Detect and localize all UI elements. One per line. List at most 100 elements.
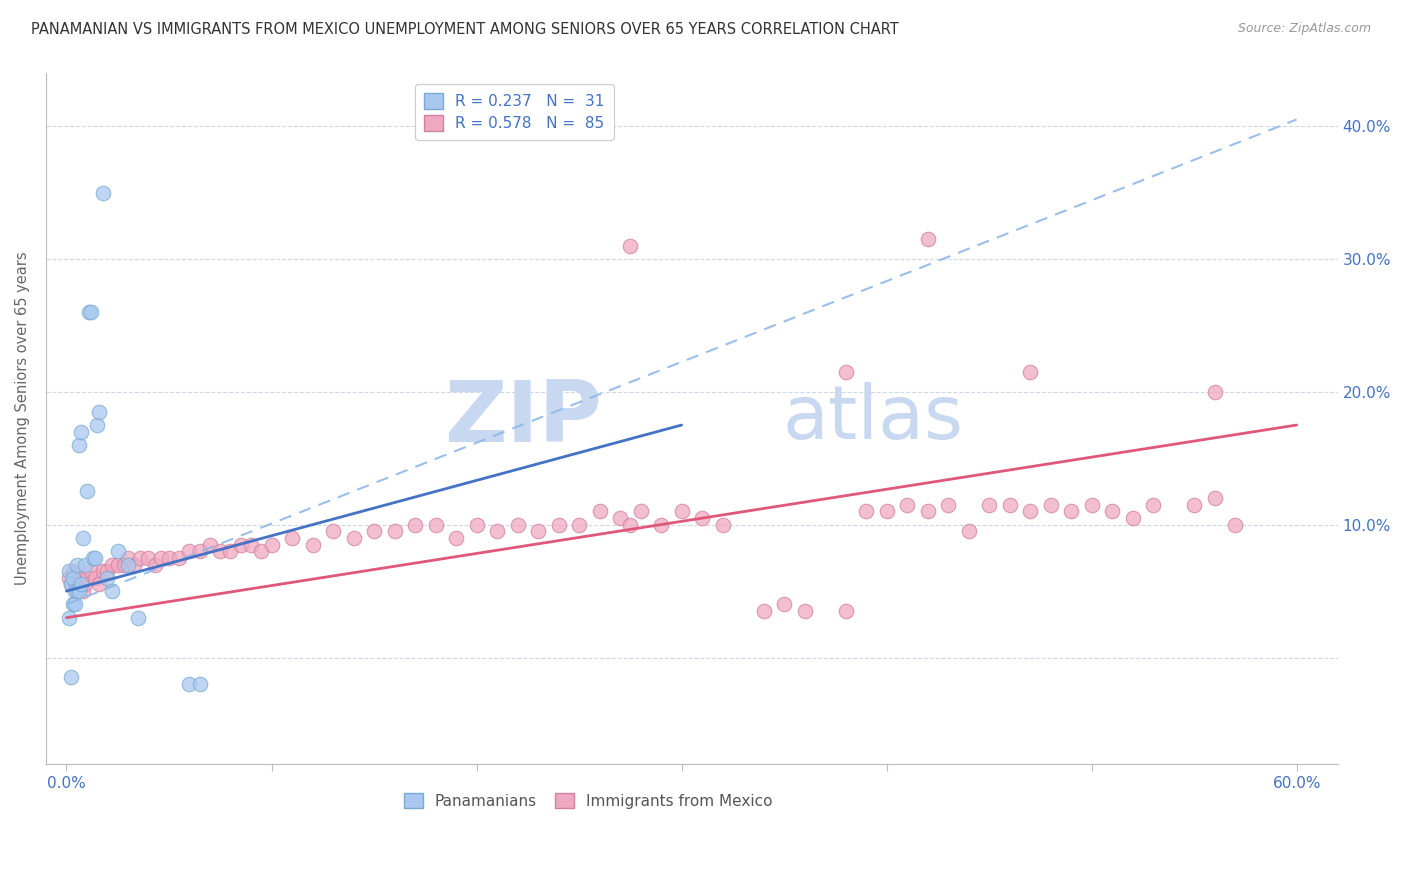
Point [179, 677, 201, 691]
Point [179, 544, 201, 558]
Point [619, 517, 641, 532]
Point [671, 504, 693, 518]
Point [998, 498, 1021, 512]
Point [1182, 498, 1205, 512]
Point [936, 498, 959, 512]
Point [834, 365, 856, 379]
Point [773, 598, 796, 612]
Point [363, 524, 385, 539]
Y-axis label: Unemployment Among Seniors over 65 years: Unemployment Among Seniors over 65 years [15, 252, 30, 585]
Point [301, 538, 323, 552]
Point [157, 550, 180, 565]
Point [1101, 504, 1123, 518]
Text: Source: ZipAtlas.com: Source: ZipAtlas.com [1237, 22, 1371, 36]
Point [58, 571, 80, 585]
Point [834, 604, 856, 618]
Point [100, 558, 122, 572]
Point [506, 517, 529, 532]
Point [444, 531, 467, 545]
Point [1019, 365, 1042, 379]
Point [107, 544, 129, 558]
Point [67, 571, 90, 585]
Point [107, 558, 129, 572]
Point [260, 538, 283, 552]
Point [229, 538, 252, 552]
Point [630, 504, 652, 518]
Point [1122, 511, 1144, 525]
Point [100, 584, 122, 599]
Point [917, 232, 939, 246]
Point [89, 577, 111, 591]
Point [76, 571, 98, 585]
Point [66, 577, 89, 591]
Point [63, 577, 86, 591]
Point [84, 571, 107, 585]
Point [149, 550, 172, 565]
Point [1039, 498, 1062, 512]
Point [59, 670, 82, 684]
Point [917, 504, 939, 518]
Point [752, 604, 775, 618]
Point [73, 577, 96, 591]
Point [609, 511, 631, 525]
Point [59, 577, 82, 591]
Point [322, 524, 344, 539]
Point [977, 498, 1000, 512]
Point [198, 538, 221, 552]
Point [112, 558, 135, 572]
Point [127, 610, 149, 624]
Text: ZIP: ZIP [444, 377, 602, 460]
Point [188, 544, 211, 558]
Point [240, 538, 263, 552]
Point [167, 550, 190, 565]
Text: atlas: atlas [782, 382, 963, 455]
Point [711, 517, 734, 532]
Point [404, 517, 426, 532]
Point [138, 550, 160, 565]
Point [62, 571, 84, 585]
Point [855, 504, 877, 518]
Point [117, 550, 139, 565]
Point [588, 504, 610, 518]
Point [129, 550, 152, 565]
Point [69, 577, 91, 591]
Point [93, 564, 115, 578]
Point [527, 524, 550, 539]
Point [67, 584, 90, 599]
Point [73, 558, 96, 572]
Point [219, 544, 242, 558]
Point [650, 517, 672, 532]
Point [209, 544, 232, 558]
Point [72, 584, 94, 599]
Point [1204, 491, 1226, 505]
Point [89, 405, 111, 419]
Point [568, 517, 591, 532]
Point [63, 584, 86, 599]
Point [547, 517, 569, 532]
Point [93, 186, 115, 200]
Point [96, 564, 118, 578]
Point [1060, 504, 1083, 518]
Point [69, 577, 91, 591]
Point [465, 517, 488, 532]
Point [86, 418, 108, 433]
Point [957, 524, 980, 539]
Point [793, 604, 815, 618]
Point [84, 550, 107, 565]
Legend: Panamanians, Immigrants from Mexico: Panamanians, Immigrants from Mexico [398, 787, 779, 815]
Point [281, 531, 304, 545]
Point [62, 564, 84, 578]
Point [1080, 498, 1102, 512]
Point [122, 558, 145, 572]
Point [896, 498, 918, 512]
Point [67, 438, 90, 452]
Point [384, 524, 406, 539]
Point [1019, 504, 1042, 518]
Point [188, 677, 211, 691]
Point [1142, 498, 1164, 512]
Point [82, 550, 104, 565]
Point [72, 531, 94, 545]
Point [425, 517, 447, 532]
Point [250, 544, 273, 558]
Point [62, 598, 84, 612]
